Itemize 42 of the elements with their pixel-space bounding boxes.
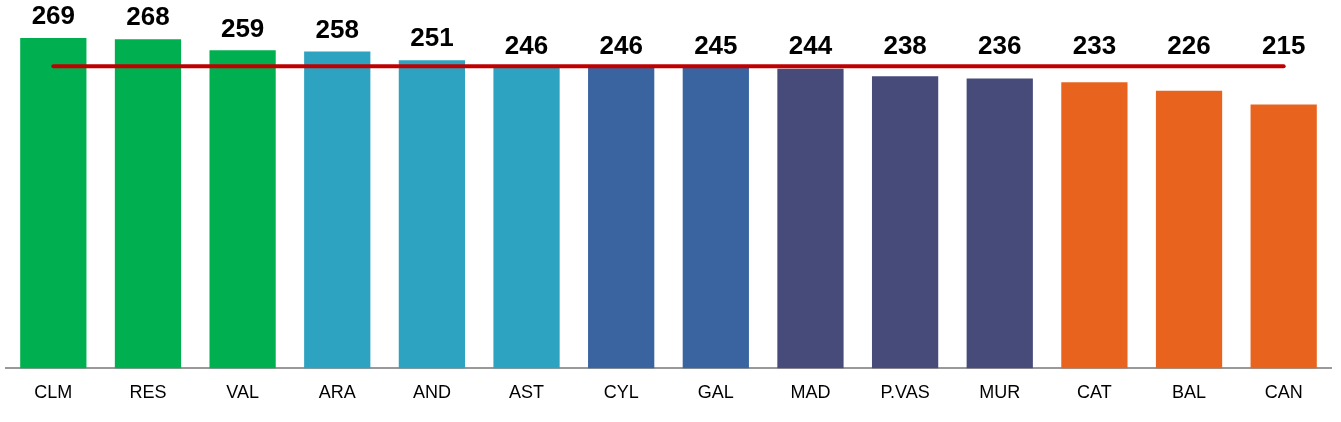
bar xyxy=(777,68,844,369)
x-tick-label: VAL xyxy=(226,382,259,403)
data-label: 215 xyxy=(1261,30,1306,61)
x-tick-label: MUR xyxy=(979,382,1021,403)
x-tick-label: AND xyxy=(412,382,451,403)
bar xyxy=(20,38,87,369)
bar xyxy=(1155,90,1223,369)
bar xyxy=(493,66,560,369)
bar xyxy=(1061,82,1128,369)
data-label: 251 xyxy=(410,22,454,53)
x-tick-label: CAT xyxy=(1077,382,1112,403)
bar xyxy=(209,50,276,369)
bar xyxy=(588,66,655,369)
x-tick-label: CLM xyxy=(34,382,73,403)
x-tick-label: P.VAS xyxy=(880,382,930,403)
data-label: 246 xyxy=(504,30,549,61)
data-label: 238 xyxy=(883,30,927,61)
x-tick-label: AST xyxy=(509,382,545,403)
bar xyxy=(966,78,1033,369)
bar xyxy=(398,60,466,369)
data-label: 259 xyxy=(220,12,265,43)
data-label: 268 xyxy=(126,1,170,32)
data-label: 269 xyxy=(31,0,76,31)
data-label: 246 xyxy=(599,30,643,61)
bar xyxy=(304,51,371,369)
bar xyxy=(1250,104,1317,369)
bar xyxy=(682,67,749,369)
x-tick-label: CAN xyxy=(1264,382,1303,403)
data-label: 236 xyxy=(978,30,1022,61)
data-label: 233 xyxy=(1072,30,1117,61)
x-tick-label: MAD xyxy=(790,382,831,403)
x-tick-label: RES xyxy=(129,382,167,403)
bar xyxy=(114,39,182,369)
x-tick-label: BAL xyxy=(1172,382,1207,403)
data-label: 244 xyxy=(788,30,833,61)
data-label: 258 xyxy=(315,13,359,44)
x-tick-label: GAL xyxy=(697,382,734,403)
data-label: 226 xyxy=(1167,30,1211,61)
bar xyxy=(871,76,939,369)
data-label: 245 xyxy=(694,30,738,61)
x-tick-label: ARA xyxy=(318,382,356,403)
x-tick-label: CYL xyxy=(603,382,639,403)
